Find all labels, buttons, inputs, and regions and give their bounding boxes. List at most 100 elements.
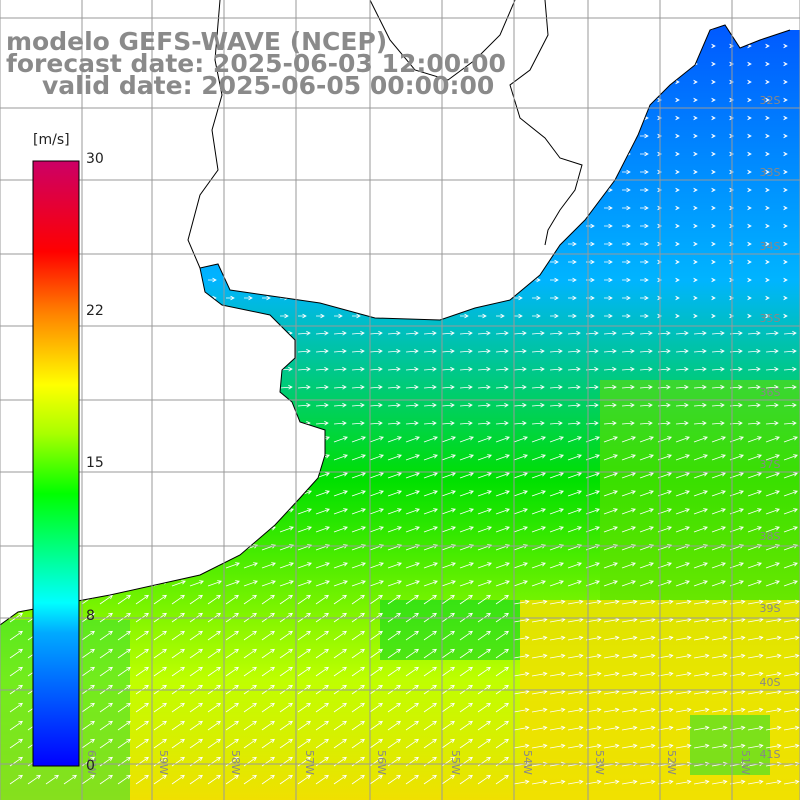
wind-arrow bbox=[226, 224, 234, 228]
wind-arrow bbox=[136, 188, 144, 192]
wind-arrow bbox=[154, 403, 166, 407]
wind-arrow bbox=[460, 206, 468, 210]
wind-arrow bbox=[136, 473, 149, 478]
wind-arrow bbox=[208, 170, 216, 174]
wind-arrow bbox=[478, 152, 486, 156]
wind-arrow bbox=[406, 314, 414, 318]
wind-arrow bbox=[100, 421, 112, 425]
wind-arrow bbox=[244, 170, 252, 174]
wind-arrow bbox=[406, 278, 414, 282]
wind-arrow bbox=[370, 260, 378, 264]
wind-arrow bbox=[496, 206, 504, 210]
wind-arrow bbox=[172, 170, 180, 174]
wind-arrow bbox=[334, 278, 342, 282]
wind-arrow bbox=[496, 116, 504, 120]
wind-arrow bbox=[190, 509, 203, 514]
wind-arrow bbox=[118, 224, 126, 228]
longitude-label: 56W bbox=[375, 750, 388, 775]
wind-arrow bbox=[406, 188, 414, 192]
wind-arrow bbox=[406, 116, 414, 120]
wind-arrow bbox=[262, 134, 270, 138]
wind-arrow bbox=[100, 296, 108, 300]
wind-arrow bbox=[496, 134, 504, 138]
wind-arrow bbox=[262, 188, 270, 192]
wind-arrow bbox=[496, 296, 504, 300]
colorbar-unit: [m/s] bbox=[33, 132, 70, 148]
wind-arrow bbox=[154, 116, 162, 120]
wind-arrow bbox=[424, 314, 432, 318]
wind-arrow bbox=[100, 437, 113, 442]
wind-arrow bbox=[586, 170, 594, 174]
wind-arrow bbox=[478, 224, 486, 228]
wind-arrow bbox=[622, 62, 630, 66]
wind-arrow bbox=[514, 44, 522, 48]
wind-arrow bbox=[172, 260, 180, 264]
wind-arrow bbox=[424, 206, 432, 210]
wind-arrow bbox=[442, 134, 450, 138]
wind-arrow bbox=[190, 527, 203, 532]
wind-arrow bbox=[10, 349, 22, 353]
wind-arrow bbox=[406, 152, 414, 156]
wind-arrow bbox=[82, 296, 90, 300]
wind-arrow bbox=[82, 331, 94, 335]
wind-arrow bbox=[262, 116, 270, 120]
wind-arrow bbox=[208, 437, 221, 442]
wind-arrow bbox=[118, 563, 131, 568]
wind-arrow bbox=[172, 188, 180, 192]
wind-arrow bbox=[118, 188, 126, 192]
wind-arrow bbox=[64, 152, 72, 156]
wind-arrow bbox=[496, 152, 504, 156]
wind-arrow bbox=[100, 527, 113, 532]
wind-arrow bbox=[100, 170, 108, 174]
wind-arrow bbox=[118, 242, 126, 246]
wind-arrow bbox=[100, 491, 113, 496]
wind-arrow bbox=[100, 581, 113, 586]
wind-arrow bbox=[172, 455, 185, 460]
wind-arrow bbox=[262, 491, 275, 496]
wind-arrow bbox=[244, 421, 256, 425]
wind-arrow bbox=[226, 314, 234, 318]
wind-arrow bbox=[586, 134, 594, 138]
wind-arrow bbox=[370, 188, 378, 192]
wind-arrow bbox=[352, 242, 360, 246]
wind-arrow bbox=[568, 206, 576, 210]
wind-arrow bbox=[154, 242, 162, 246]
wind-arrow bbox=[154, 296, 162, 300]
wind-arrow bbox=[550, 26, 558, 30]
wind-arrow bbox=[172, 296, 180, 300]
wind-arrow bbox=[226, 278, 234, 282]
wind-arrow bbox=[352, 206, 360, 210]
wind-arrow bbox=[244, 134, 252, 138]
wind-arrow bbox=[100, 188, 108, 192]
wind-arrow bbox=[532, 260, 540, 264]
wind-arrow bbox=[154, 170, 162, 174]
wind-arrow bbox=[442, 44, 450, 48]
wind-arrow bbox=[604, 80, 612, 84]
wind-arrow bbox=[100, 260, 108, 264]
wind-arrow bbox=[100, 116, 108, 120]
wind-arrow bbox=[640, 44, 648, 48]
wind-arrow bbox=[568, 62, 576, 66]
wind-arrow bbox=[298, 437, 311, 442]
colorbar-tick: 0 bbox=[86, 758, 95, 774]
latitude-label: 35S bbox=[760, 312, 781, 325]
wind-arrow bbox=[622, 134, 630, 138]
wind-arrow bbox=[316, 206, 324, 210]
wind-arrow bbox=[82, 545, 95, 550]
wind-arrow bbox=[370, 116, 378, 120]
wind-arrow bbox=[154, 509, 167, 514]
wind-arrow bbox=[136, 278, 144, 282]
wind-arrow bbox=[118, 260, 126, 264]
wind-arrow bbox=[244, 527, 257, 532]
wind-arrow bbox=[550, 44, 558, 48]
wind-arrow bbox=[568, 134, 576, 138]
wind-arrow bbox=[172, 242, 180, 246]
wind-arrow bbox=[172, 509, 185, 514]
wind-arrow bbox=[136, 563, 149, 568]
wind-arrow bbox=[460, 134, 468, 138]
wind-arrow bbox=[136, 509, 149, 514]
wind-arrow bbox=[82, 437, 95, 442]
wind-arrow bbox=[208, 314, 216, 318]
wind-arrow bbox=[262, 385, 274, 389]
